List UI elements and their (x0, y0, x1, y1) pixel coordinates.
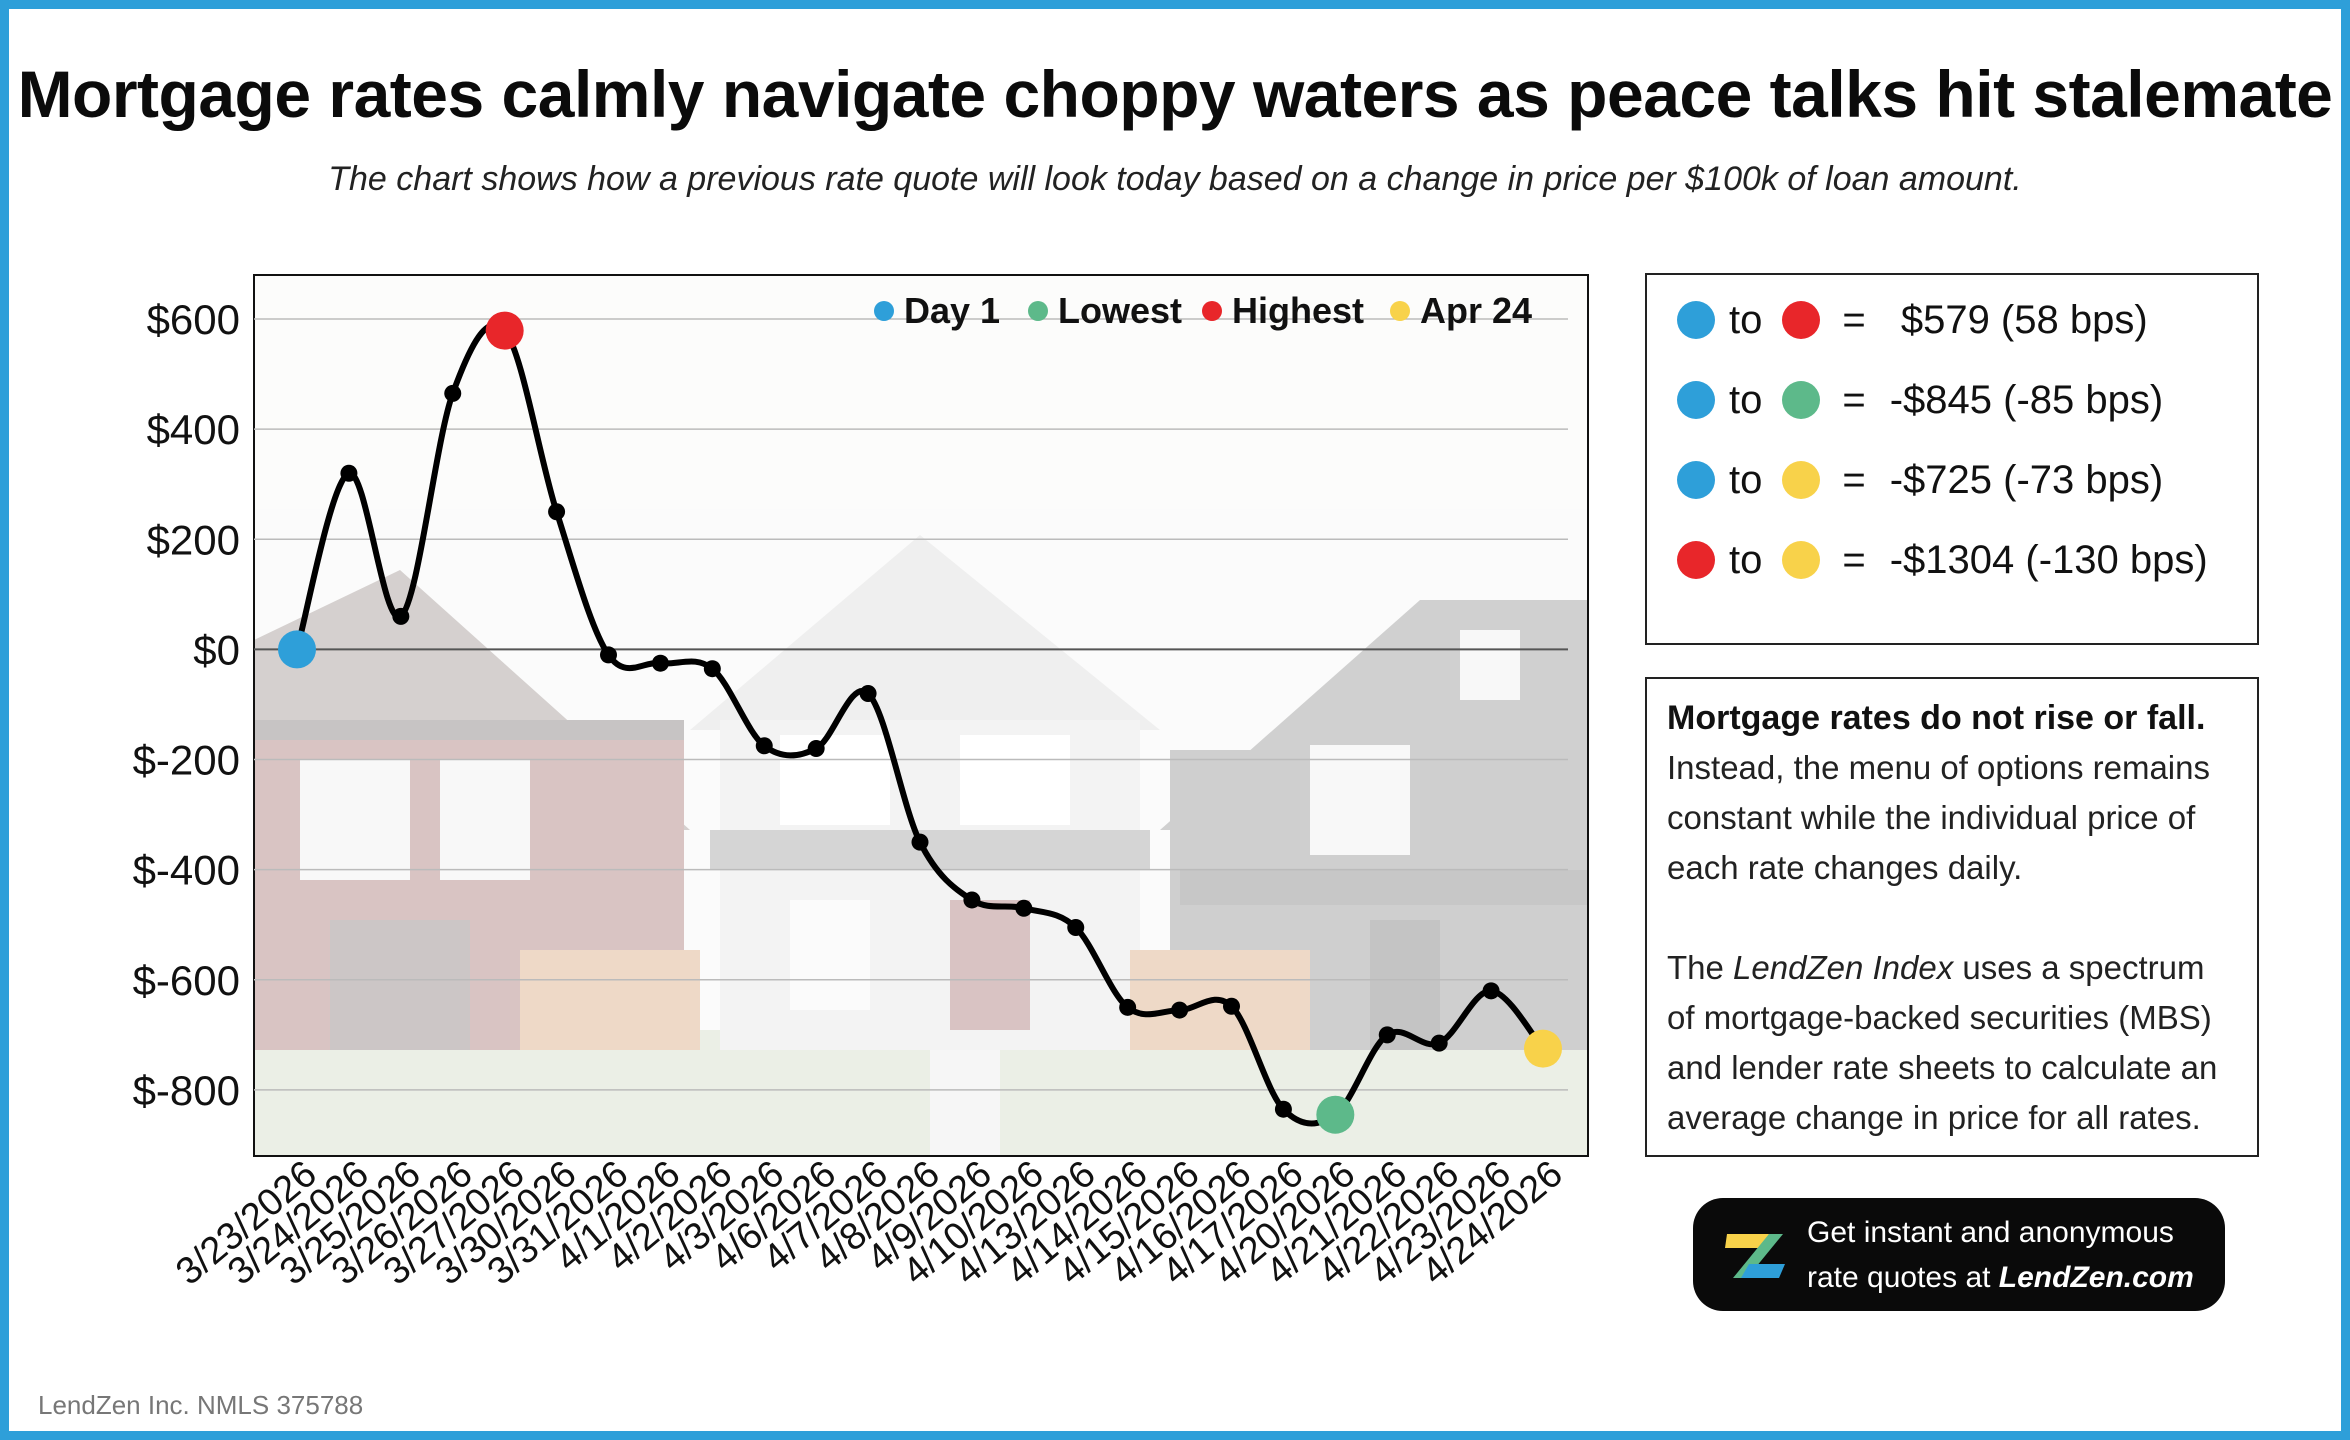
summary-to-label: to (1729, 377, 1763, 422)
data-point (1482, 982, 1500, 1000)
legend-label: Day 1 (904, 290, 1000, 331)
summary-value: -$1304 (-130 bps) (1889, 537, 2208, 582)
cta-line-1: Get instant and anonymous (1807, 1216, 2174, 1249)
info-p2-post: uses a spectrum of mortgage-backed secur… (1667, 949, 2218, 1136)
data-point (859, 684, 877, 702)
summary-row: to = -$845 (-85 bps) (1677, 375, 2163, 425)
data-point (1430, 1034, 1448, 1052)
color-dot-icon (1677, 461, 1715, 499)
summary-value: $579 (58 bps) (1889, 297, 2148, 342)
summary-equals: = (1842, 297, 1866, 342)
plot-frame (253, 274, 1589, 1157)
summary-to-label: to (1729, 537, 1763, 582)
lendzen-logo-icon (1725, 1234, 1785, 1278)
page-title: Mortgage rates calmly navigate choppy wa… (17, 57, 2333, 131)
y-tick-label: $0 (193, 626, 240, 673)
y-tick-label: $-600 (133, 957, 240, 1004)
summary-value: -$845 (-85 bps) (1889, 377, 2164, 422)
data-point (651, 654, 669, 672)
data-point (755, 737, 773, 755)
y-tick-label: $-400 (133, 847, 240, 894)
houses-background-image (254, 275, 1588, 1156)
info-paragraph-2: The LendZen Index uses a spectrum of mor… (1667, 943, 2237, 1143)
y-tick-label: $-800 (133, 1067, 240, 1114)
data-point (1067, 918, 1085, 936)
legend-label: Highest (1232, 290, 1364, 331)
price-change-summary-box: to = $579 (58 bps) to = -$845 (-85 bps) to = -$… (1645, 273, 2259, 645)
info-paragraph-1: Instead, the menu of options remains con… (1667, 749, 2210, 886)
summary-to-label: to (1729, 457, 1763, 502)
data-point (1015, 899, 1033, 917)
data-point (1171, 1001, 1189, 1019)
legend-dot-icon (1390, 301, 1410, 321)
cta-line-2-pre: rate quotes at (1807, 1261, 1999, 1294)
highlight-point (278, 630, 316, 669)
y-tick-label: $200 (147, 516, 240, 563)
data-point (963, 891, 981, 909)
data-point (1223, 997, 1240, 1015)
summary-to-label: to (1729, 297, 1763, 342)
color-dot-icon (1782, 301, 1821, 339)
info-heading: Mortgage rates do not rise or fall. (1667, 699, 2206, 737)
get-quotes-button[interactable]: Get instant and anonymous rate quotes at… (1693, 1198, 2225, 1311)
legend-dot-icon (874, 301, 894, 321)
color-dot-icon (1782, 461, 1821, 499)
data-point (911, 833, 929, 851)
summary-row: to = -$725 (-73 bps) (1677, 455, 2163, 505)
data-point (340, 464, 358, 482)
cta-line-2: rate quotes at LendZen.com (1807, 1255, 2194, 1300)
data-point (444, 384, 462, 402)
footer-nmls: LendZen Inc. NMLS 375788 (38, 1390, 364, 1420)
summary-value: -$725 (-73 bps) (1889, 457, 2164, 502)
data-point (703, 660, 721, 678)
data-point (548, 503, 566, 521)
summary-equals: = (1842, 377, 1866, 422)
summary-row: to = -$1304 (-130 bps) (1677, 535, 2208, 585)
legend-label: Apr 24 (1420, 290, 1532, 331)
color-dot-icon (1677, 301, 1715, 339)
legend-dot-icon (1028, 301, 1048, 321)
lendzen-index-term: LendZen Index (1733, 949, 1954, 986)
color-dot-icon (1782, 541, 1821, 579)
data-point (1274, 1100, 1292, 1118)
summary-equals: = (1842, 537, 1866, 582)
data-point (1378, 1026, 1396, 1044)
page-subtitle: The chart shows how a previous rate quot… (328, 160, 2022, 198)
data-point (807, 740, 825, 758)
y-tick-label: $-200 (133, 737, 240, 784)
summary-row: to = $579 (58 bps) (1677, 295, 2148, 345)
color-dot-icon (1677, 381, 1715, 419)
y-tick-label: $600 (147, 296, 240, 343)
color-dot-icon (1782, 381, 1821, 419)
info-box: Mortgage rates do not rise or fall. Inst… (1645, 677, 2259, 1157)
cta-text: Get instant and anonymous rate quotes at… (1807, 1210, 2194, 1300)
info-p2-pre: The (1667, 949, 1734, 986)
data-point (392, 607, 410, 625)
data-point (600, 646, 617, 664)
data-point (1119, 998, 1137, 1016)
highlight-point (1524, 1029, 1562, 1068)
lendzen-link[interactable]: LendZen.com (1998, 1261, 2194, 1294)
color-dot-icon (1677, 541, 1715, 579)
legend-label: Lowest (1058, 290, 1182, 331)
y-tick-label: $400 (147, 406, 240, 453)
legend-dot-icon (1202, 301, 1222, 321)
highlight-point (485, 311, 524, 350)
summary-equals: = (1842, 457, 1866, 502)
highlight-point (1316, 1095, 1355, 1134)
